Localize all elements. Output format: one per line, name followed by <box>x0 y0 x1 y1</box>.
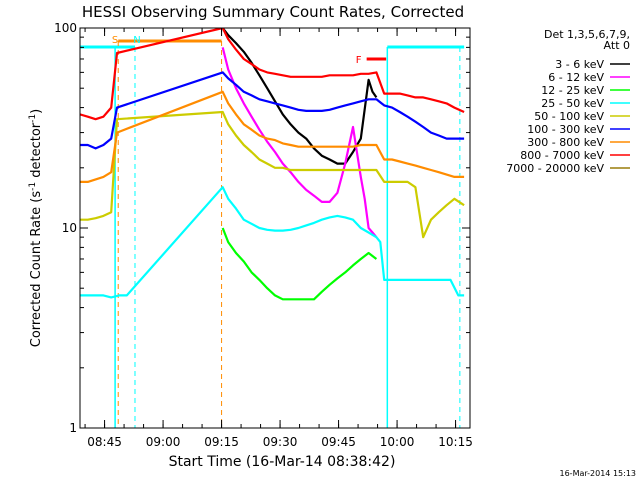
legend-label-9: 7000 - 20000 keV <box>506 162 604 175</box>
series-line-8 <box>80 28 465 121</box>
x-axis: 08:45 09:00 09:15 09:30 09:45 10:00 10:15 <box>84 28 473 449</box>
saa-mark-n: N <box>133 35 140 46</box>
x-tick-label-6: 10:00 <box>380 435 415 449</box>
series-line-4 <box>80 186 465 299</box>
legend-label-3: 12 - 25 keV <box>541 84 604 97</box>
x-tick-label-3: 09:15 <box>204 435 239 449</box>
legend-label-8: 800 - 7000 keV <box>520 149 604 162</box>
plot-timestamp: 16-Mar-2014 15:13 <box>560 469 637 478</box>
legend-label-5: 50 - 100 keV <box>534 110 604 123</box>
chart-title: HESSI Observing Summary Count Rates, Cor… <box>82 3 464 21</box>
legend-label-4: 25 - 50 keV <box>541 97 604 110</box>
series-line-1 <box>221 28 378 165</box>
saa-mark-s: S <box>112 35 118 46</box>
y-axis-label: Corrected Count Rate (s-1 detector-1) <box>28 109 44 347</box>
x-tick-label-2: 09:00 <box>146 435 181 449</box>
x-axis-label: Start Time (16-Mar-14 08:38:42) <box>169 454 396 470</box>
plot-area: S N F <box>80 28 465 428</box>
flare-mark-label: F <box>356 55 362 66</box>
series-line-7 <box>80 90 465 183</box>
legend-header-1: Det 1,3,5,6,7,9, <box>544 28 630 41</box>
legend-header-2: Att 0 <box>604 39 630 52</box>
y-tick-label-3: 100 <box>54 21 77 35</box>
x-tick-label-4: 09:30 <box>263 435 298 449</box>
series-line-2 <box>221 47 378 238</box>
legend-label-7: 300 - 800 keV <box>527 136 604 149</box>
legend-label-1: 3 - 6 keV <box>555 58 604 71</box>
y-tick-label-2: 10 <box>62 221 77 235</box>
series-line-3 <box>221 227 378 301</box>
legend-label-6: 100 - 300 keV <box>527 123 604 136</box>
legend-label-2: 6 - 12 keV <box>548 71 604 84</box>
x-tick-label-1: 08:45 <box>87 435 122 449</box>
series-line-6 <box>80 71 465 150</box>
y-tick-label-1: 1 <box>69 421 77 435</box>
plot-frame <box>79 27 471 429</box>
x-tick-label-7: 10:15 <box>438 435 473 449</box>
plot-content <box>80 28 465 428</box>
x-tick-label-5: 09:45 <box>321 435 356 449</box>
series-line-5 <box>80 110 465 239</box>
